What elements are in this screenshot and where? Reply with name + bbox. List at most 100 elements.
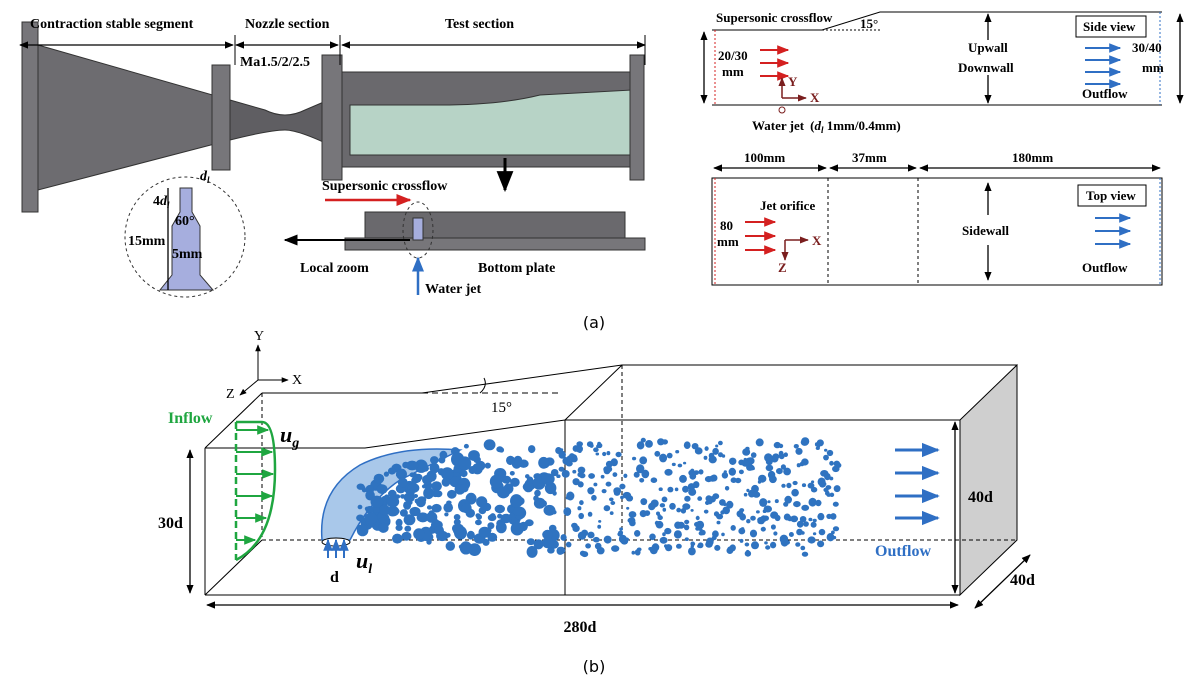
- droplet: [791, 488, 799, 497]
- droplet: [528, 445, 536, 454]
- droplet: [356, 514, 365, 522]
- label: l: [368, 562, 372, 577]
- droplet: [463, 443, 469, 449]
- droplet: [619, 527, 623, 531]
- droplet: [392, 533, 403, 544]
- droplet: [780, 464, 787, 470]
- droplet: [706, 498, 713, 505]
- droplet: [688, 547, 696, 556]
- droplet: [453, 514, 461, 521]
- droplet: [715, 444, 719, 448]
- droplet: [378, 517, 386, 524]
- droplet: [784, 495, 792, 504]
- droplet: [565, 541, 572, 548]
- top-view: 100mm 37mm 180mm Jet orifice 80 mm X Z S…: [711, 150, 1163, 286]
- droplet: [664, 527, 672, 535]
- label: Jet orifice: [760, 198, 815, 213]
- droplet: [487, 522, 495, 530]
- velocity-profile: [235, 420, 277, 562]
- droplet: [803, 521, 809, 527]
- droplet: [392, 508, 400, 514]
- label: d: [330, 569, 339, 586]
- droplet: [387, 467, 397, 475]
- droplet: [634, 530, 641, 537]
- droplet: [414, 459, 428, 473]
- droplet: [659, 503, 666, 508]
- droplet: [690, 468, 695, 473]
- panel-label: (b): [583, 657, 606, 676]
- droplet: [397, 477, 408, 488]
- label: 180mm: [1012, 150, 1053, 165]
- droplet: [408, 500, 413, 505]
- droplet: [606, 451, 611, 456]
- label: (: [810, 118, 814, 133]
- droplet: [618, 530, 624, 535]
- droplet: [690, 509, 694, 512]
- droplet: [631, 550, 636, 555]
- droplet: [825, 490, 830, 496]
- droplet: [455, 464, 460, 469]
- droplet: [793, 444, 799, 449]
- jet-orifice: [778, 106, 786, 114]
- droplet: [572, 525, 580, 532]
- label: 15°: [491, 400, 512, 416]
- zoom-marker: [402, 201, 434, 259]
- droplet: [494, 504, 505, 514]
- flange: [629, 54, 645, 181]
- droplet: [755, 438, 764, 447]
- droplet: [413, 494, 419, 498]
- droplet: [697, 544, 702, 549]
- droplet: [415, 497, 426, 508]
- droplet: [703, 509, 709, 514]
- droplet: [603, 535, 612, 544]
- label: Downwall: [958, 60, 1014, 75]
- droplet: [796, 528, 803, 536]
- view-badge: [1075, 15, 1147, 38]
- droplet: [832, 465, 840, 473]
- droplet: [596, 444, 600, 448]
- droplet: [627, 518, 632, 523]
- droplet: [513, 455, 523, 465]
- droplet: [395, 524, 403, 532]
- droplet: [812, 518, 817, 523]
- droplet: [669, 502, 676, 510]
- droplet: [772, 476, 776, 480]
- droplet: [740, 527, 745, 530]
- droplet: [812, 532, 817, 536]
- droplet: [595, 452, 600, 456]
- droplet: [693, 481, 700, 489]
- droplet: [401, 531, 412, 541]
- droplet: [778, 453, 785, 460]
- droplet: [460, 469, 468, 478]
- label: 40d: [968, 489, 993, 506]
- droplet: [602, 451, 607, 457]
- droplet: [539, 500, 547, 507]
- droplet: [452, 523, 464, 534]
- droplet: [811, 480, 815, 484]
- droplet: [402, 461, 410, 469]
- label: Top view: [1086, 188, 1136, 203]
- droplet: [799, 461, 805, 467]
- droplet: [640, 437, 646, 443]
- droplet: [770, 541, 777, 549]
- label: Water jet: [425, 282, 481, 297]
- droplet: [373, 473, 385, 484]
- droplet: [832, 501, 839, 507]
- label: Y: [788, 74, 798, 89]
- droplet: [512, 506, 524, 516]
- plate-base: [344, 237, 646, 251]
- label: u: [280, 422, 292, 447]
- droplet: [566, 460, 572, 467]
- droplet: [770, 524, 776, 530]
- droplet: [365, 506, 375, 514]
- droplet: [497, 486, 510, 499]
- droplet: [426, 511, 438, 523]
- droplet: [609, 497, 614, 502]
- droplet: [581, 551, 589, 558]
- label: 30/40: [1132, 40, 1162, 55]
- panel-label: (a): [583, 313, 605, 332]
- droplet: [526, 545, 538, 558]
- droplet: [729, 457, 737, 465]
- droplet: [592, 536, 600, 543]
- droplet: [677, 463, 683, 468]
